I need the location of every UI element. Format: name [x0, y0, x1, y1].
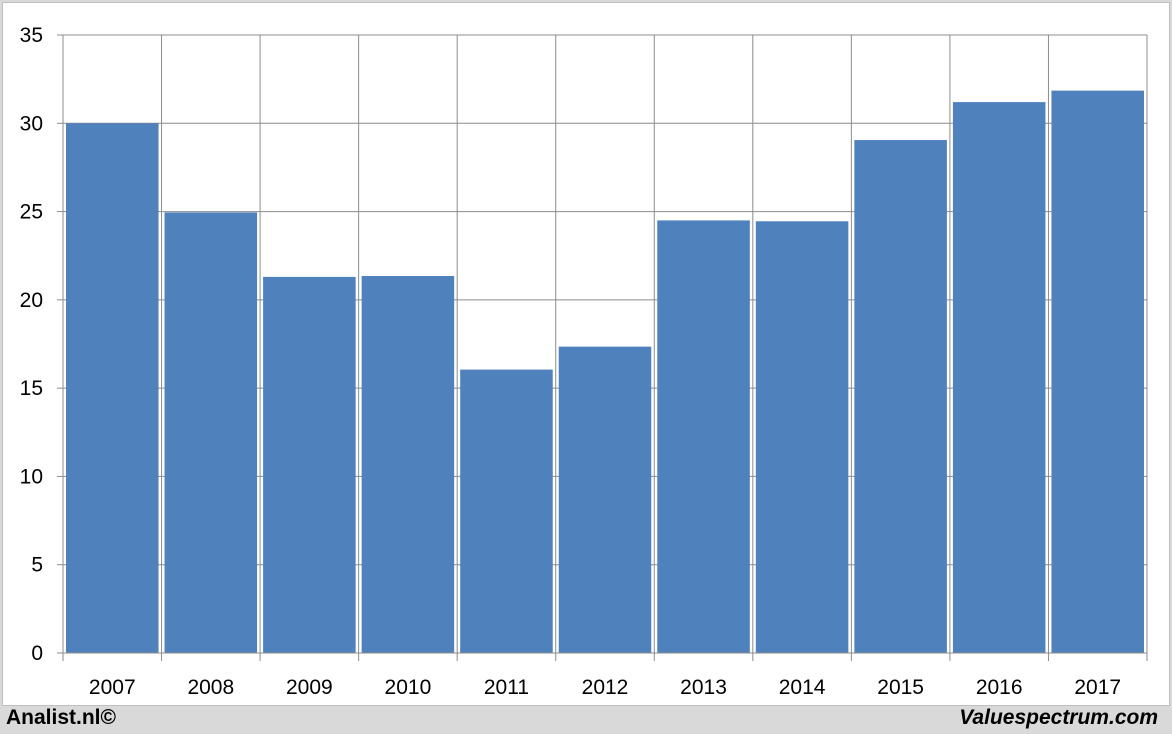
- analist-credit: Analist.nl©: [6, 706, 116, 729]
- axes: 0 5 10 15 20 25 30 35 2007 2008 2009 2010 2011 2012 20…: [20, 24, 1148, 699]
- bar-2011: [460, 369, 553, 653]
- y-tick-label: 5: [31, 554, 43, 577]
- y-tick-label: 20: [20, 289, 43, 312]
- chart-frame: 0 5 10 15 20 25 30 35 2007 2008 2009 2010 2011 2012 20…: [2, 2, 1170, 706]
- x-tick-label: 2010: [385, 676, 432, 699]
- bar-2012: [558, 346, 652, 653]
- y-tick-label: 35: [20, 24, 43, 47]
- bar-2009: [263, 276, 356, 653]
- y-tick-label: 15: [20, 377, 43, 400]
- y-tick-label: 25: [20, 201, 43, 224]
- bar-2015: [854, 140, 947, 653]
- valuespectrum-credit: Valuespectrum.com: [959, 706, 1158, 729]
- x-tick-label: 2007: [89, 676, 136, 699]
- bar-2010: [361, 276, 455, 653]
- bar-2014: [755, 221, 849, 654]
- x-tick-label: 2015: [877, 676, 924, 699]
- x-tick-label: 2008: [187, 676, 234, 699]
- x-tick-label: 2009: [286, 676, 333, 699]
- x-tick-label: 2017: [1074, 676, 1121, 699]
- x-tick-label: 2013: [680, 676, 727, 699]
- x-tick-label: 2014: [779, 676, 826, 699]
- y-tick-label: 30: [20, 112, 43, 135]
- x-tick-label: 2012: [582, 676, 629, 699]
- bar-2016: [952, 102, 1046, 653]
- bar-2013: [657, 220, 750, 653]
- bar-chart: 0 5 10 15 20 25 30 35 2007 2008 2009 2010 2011 2012 20…: [20, 24, 1148, 699]
- y-tick-label: 10: [20, 465, 43, 488]
- bar-2017: [1051, 90, 1144, 654]
- bar-2008: [164, 212, 258, 653]
- x-tick-label: 2011: [484, 676, 529, 699]
- bar-2007: [66, 123, 159, 654]
- gridlines: [62, 34, 1148, 654]
- bars: [66, 90, 1144, 654]
- x-tick-label: 2016: [976, 676, 1023, 699]
- y-tick-label: 0: [31, 642, 43, 665]
